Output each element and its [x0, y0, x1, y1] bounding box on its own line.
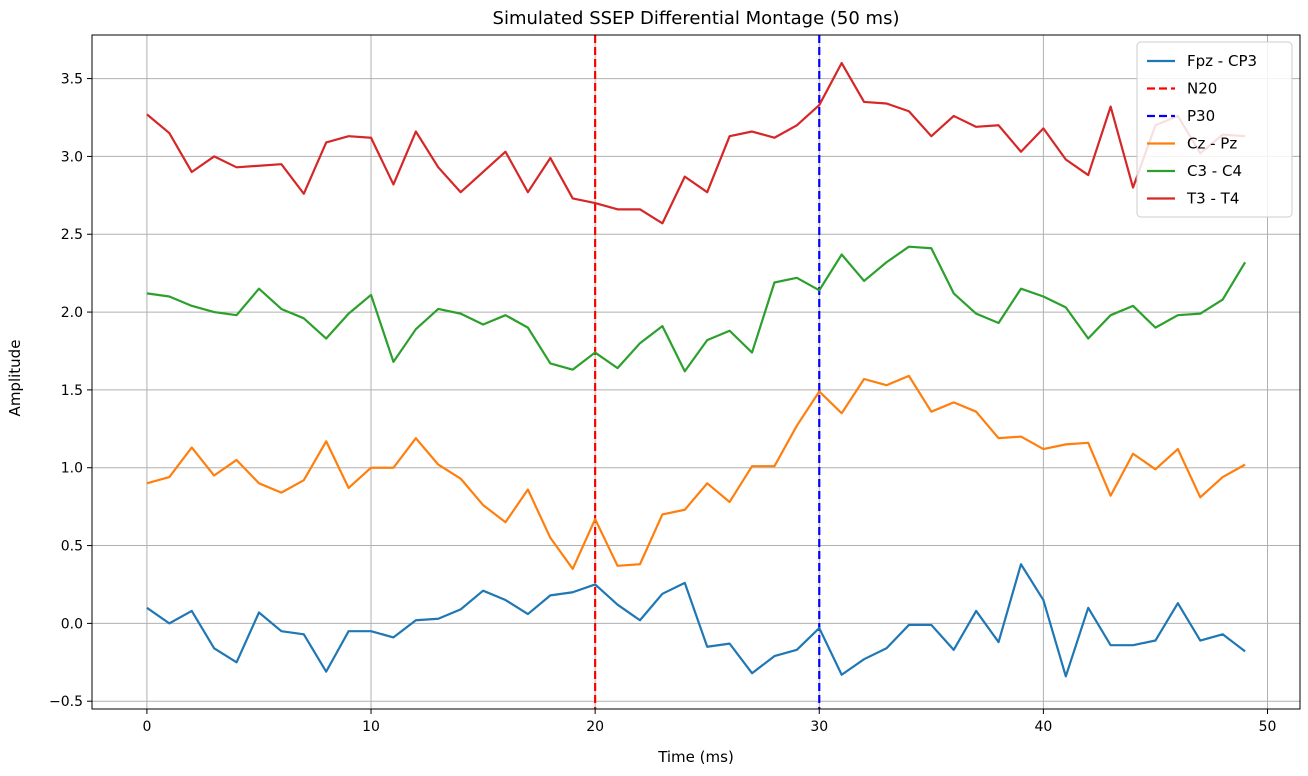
legend-label: P30 — [1187, 107, 1215, 125]
y-tick-label: 3.5 — [61, 72, 83, 88]
x-tick-label: 30 — [810, 719, 828, 735]
legend-label: N20 — [1187, 80, 1217, 98]
marker-lines — [594, 35, 821, 709]
x-tick-label: 0 — [142, 719, 151, 735]
legend-label: Cz - Pz — [1187, 135, 1237, 153]
y-axis-label: Amplitude — [6, 340, 24, 417]
y-tick-label: 0.0 — [61, 616, 83, 632]
x-tick-label: 50 — [1259, 719, 1277, 735]
legend-box — [1136, 41, 1293, 218]
series-line-c3-c4 — [146, 245, 1247, 373]
plot-area — [91, 34, 1301, 710]
y-tick-label: 3.0 — [61, 149, 83, 165]
series-line-fpz-cp3 — [146, 563, 1246, 678]
y-tick-label: 2.0 — [61, 305, 83, 321]
y-tick-label: −0.5 — [49, 694, 83, 710]
y-axis-ticks: −0.5 0.0 0.5 1.0 1.5 2.0 2.5 3.0 3.5 — [49, 72, 92, 710]
x-axis-label: Time (ms) — [657, 748, 734, 766]
y-tick-label: 1.0 — [61, 461, 83, 477]
legend: Fpz - CP3 N20 P30 Cz - Pz C3 - C4 T3 - T4 — [1136, 41, 1293, 218]
legend-label: Fpz - CP3 — [1187, 52, 1257, 70]
y-tick-label: 2.5 — [61, 227, 83, 243]
y-tick-label: 0.5 — [61, 539, 83, 555]
series-line-t3-t4 — [146, 61, 1246, 225]
x-tick-label: 20 — [586, 719, 604, 735]
legend-label: C3 - C4 — [1187, 162, 1242, 180]
x-tick-label: 10 — [362, 719, 380, 735]
series-lines — [146, 61, 1247, 678]
chart-title: Simulated SSEP Differential Montage (50 … — [493, 8, 900, 29]
x-tick-label: 40 — [1034, 719, 1052, 735]
y-tick-label: 1.5 — [61, 383, 83, 399]
series-line-cz-pz — [146, 374, 1246, 571]
legend-label: T3 - T4 — [1186, 190, 1239, 208]
x-axis-ticks: 0 10 20 30 40 50 — [142, 709, 1276, 735]
